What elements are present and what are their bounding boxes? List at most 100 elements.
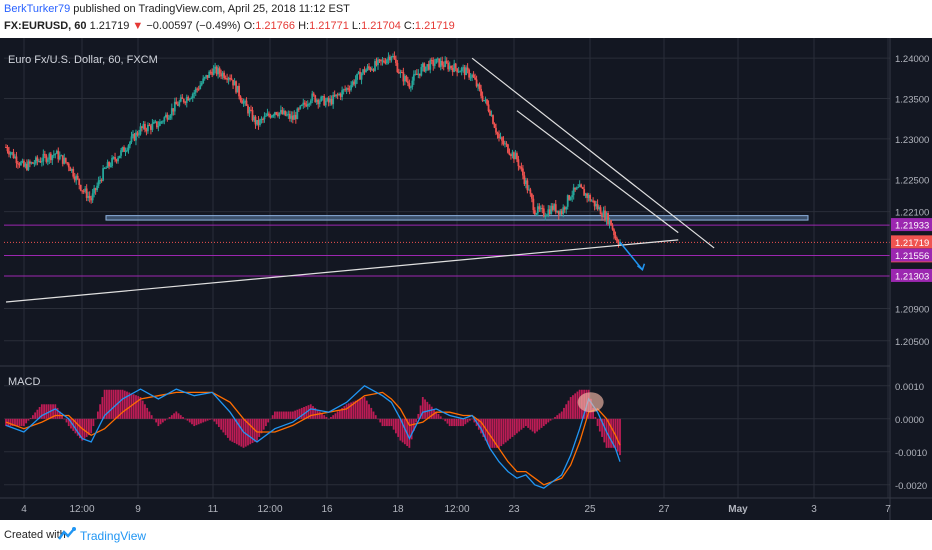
candle-body <box>160 121 163 123</box>
histogram-bar <box>395 418 397 434</box>
candlestick-series[interactable] <box>5 51 621 248</box>
resistance-trendline[interactable] <box>516 110 679 234</box>
histogram-bar <box>610 418 612 448</box>
histogram-bar <box>173 413 175 419</box>
histogram-bar <box>262 418 265 430</box>
candle-body <box>245 100 248 106</box>
candle-body <box>306 104 309 107</box>
candle-body <box>402 72 405 82</box>
low-value: 1.21704 <box>361 20 401 32</box>
histogram-bar <box>278 411 281 419</box>
candle-body <box>550 205 553 215</box>
histogram-bar <box>224 418 227 436</box>
candle-body <box>223 72 226 79</box>
candle-body <box>15 156 18 164</box>
histogram-bar <box>226 418 229 438</box>
support-zone-rectangle[interactable] <box>105 215 809 221</box>
histogram-bar <box>437 413 440 419</box>
candle-body <box>265 115 267 117</box>
candle-body <box>73 176 76 181</box>
candle-body <box>114 157 116 160</box>
histogram-bar <box>195 418 198 426</box>
histogram-bar <box>150 415 153 419</box>
candle-body <box>421 63 424 68</box>
histogram-bar <box>489 418 491 448</box>
histogram-bar <box>397 418 400 437</box>
macd-title: MACD <box>8 376 40 388</box>
candle-body <box>173 101 176 112</box>
histogram-bar <box>542 418 545 427</box>
histogram-bar <box>392 418 395 430</box>
histogram-bar <box>482 418 485 437</box>
histogram-bar <box>291 411 294 419</box>
footer: Created with TradingView <box>0 520 932 550</box>
histogram-bar <box>408 418 411 448</box>
candle-body <box>321 96 324 98</box>
candle-body <box>538 206 541 210</box>
candle-body <box>263 116 266 120</box>
chart-canvas[interactable]: 1.24000 1.23500 1.23000 1.22500 1.22100 1.209… <box>0 38 932 520</box>
candle-body <box>477 84 479 87</box>
candle-body <box>75 175 78 181</box>
histogram-bar <box>222 418 225 433</box>
candle-body <box>124 151 127 153</box>
histogram-bar <box>117 389 119 419</box>
author-link[interactable]: BerkTurker79 <box>4 3 71 15</box>
histogram-bar <box>164 418 167 421</box>
candle-body <box>359 71 361 80</box>
macd-pane[interactable] <box>5 385 621 489</box>
histogram-bar <box>603 418 606 443</box>
last-price: 1.21719 <box>89 20 130 32</box>
histogram-bar <box>574 393 577 419</box>
candle-body <box>530 193 533 199</box>
candle-body <box>91 193 94 201</box>
candle-body <box>403 76 406 82</box>
price-pane[interactable] <box>4 51 890 303</box>
histogram-bar <box>213 418 216 422</box>
candle-body <box>472 74 475 78</box>
candle-body <box>175 101 178 105</box>
candle-body <box>489 111 491 116</box>
histogram-bar <box>128 392 131 419</box>
candle-body <box>484 99 487 101</box>
histogram-bar <box>256 418 258 441</box>
candle-body <box>178 101 181 106</box>
candle-body <box>96 185 99 191</box>
histogram-bar <box>285 411 288 419</box>
candle-body <box>281 110 284 115</box>
histogram-bar <box>258 418 261 437</box>
candle-body <box>37 160 40 162</box>
candle-body <box>320 96 323 102</box>
candle-body <box>232 79 234 86</box>
tradingview-brand-link[interactable]: TradingView <box>80 529 147 543</box>
candle-body <box>85 188 88 198</box>
crossover-highlight[interactable] <box>577 392 604 413</box>
histogram-bar <box>415 418 417 423</box>
time-tick-label: 4 <box>21 504 27 515</box>
candle-body <box>111 157 113 167</box>
support-trendline[interactable] <box>5 239 679 303</box>
histogram-bar <box>359 398 361 419</box>
candle-body <box>205 75 208 78</box>
candle-body <box>432 60 435 66</box>
histogram-bar <box>520 418 523 430</box>
candle-body <box>262 118 264 120</box>
candle-body <box>206 75 209 78</box>
macd-line[interactable] <box>5 385 621 489</box>
candle-body <box>247 105 249 114</box>
candle-body <box>474 77 476 80</box>
histogram-bar <box>159 418 162 425</box>
projection-arrow[interactable] <box>619 241 643 271</box>
price-change: −0.00597 (−0.49%) <box>146 20 241 32</box>
histogram-bar <box>242 418 245 448</box>
candle-body <box>516 153 518 160</box>
histogram-bar <box>184 418 187 420</box>
histogram-bar <box>403 418 406 445</box>
histogram-bar <box>565 404 568 419</box>
histogram-bar <box>43 404 45 419</box>
resistance-trendline[interactable] <box>471 57 715 249</box>
histogram-bar <box>567 400 570 419</box>
candle-body <box>148 124 151 126</box>
histogram-bar <box>56 407 59 419</box>
candle-body <box>492 115 494 124</box>
